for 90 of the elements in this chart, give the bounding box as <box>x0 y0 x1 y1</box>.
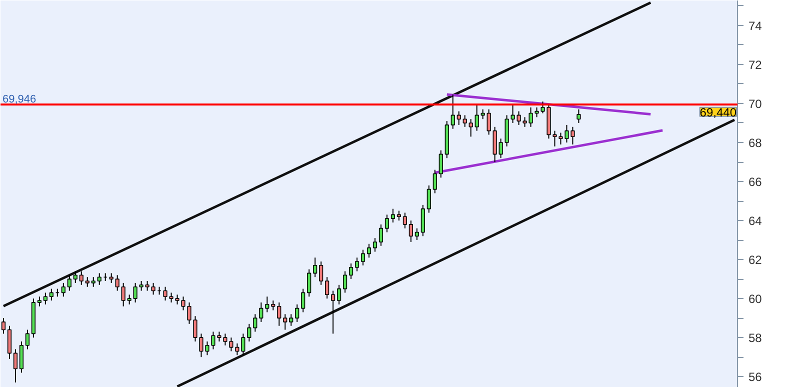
candlestick <box>480 108 485 120</box>
candlestick <box>325 276 330 300</box>
candlestick <box>85 276 90 288</box>
y-tick-label: 58 <box>748 331 762 346</box>
candlestick <box>313 257 318 278</box>
annotation: 69,440 <box>700 105 737 120</box>
y-tick-label: 60 <box>748 292 762 306</box>
candlestick <box>504 114 509 147</box>
candlestick <box>181 296 186 311</box>
candlestick <box>450 94 455 130</box>
candlestick <box>498 138 503 159</box>
candlestick <box>229 337 234 352</box>
candlestick <box>1 318 6 334</box>
candlestick <box>121 282 126 307</box>
y-tick-label: 66 <box>748 175 762 190</box>
candlestick <box>49 288 54 302</box>
y-tick-label: 74 <box>748 18 762 33</box>
candlestick <box>552 130 557 147</box>
y-tick-label: 68 <box>748 136 762 150</box>
candlestick <box>91 276 96 288</box>
candlestick <box>336 284 342 305</box>
candlestick <box>7 325 12 360</box>
y-tick-label: 56 <box>748 370 762 384</box>
candlestick <box>576 108 581 124</box>
candlestick <box>396 210 402 222</box>
candlestick <box>486 108 491 136</box>
candlestick <box>492 126 497 163</box>
y-tick-label: 72 <box>748 58 762 72</box>
candlestick <box>390 208 396 223</box>
candlestick <box>241 333 246 356</box>
candlestick <box>384 214 390 233</box>
candlestick <box>193 316 198 342</box>
y-tick-label: 62 <box>748 253 762 268</box>
candlestick <box>474 104 479 132</box>
candlestick <box>277 302 282 326</box>
y-tick-label: 64 <box>748 214 762 228</box>
candlestick <box>25 329 30 350</box>
candlestick <box>271 300 276 311</box>
candlestick <box>408 220 413 242</box>
candlestick <box>97 272 102 286</box>
candlestick <box>331 290 336 334</box>
candlestick <box>354 257 360 272</box>
candlestick <box>61 282 66 298</box>
candlestick <box>432 169 437 194</box>
candlestick <box>420 204 425 237</box>
candlestick <box>456 110 461 126</box>
candlestick <box>348 262 354 280</box>
candlestick <box>253 314 258 332</box>
candlestick <box>19 340 24 374</box>
candlestick <box>133 282 138 303</box>
candlestick <box>295 304 300 322</box>
candlestick <box>169 292 174 303</box>
candlestick <box>175 294 180 305</box>
candlestick <box>438 150 443 178</box>
candlestick <box>307 268 312 298</box>
candlestick <box>468 118 473 138</box>
candlestick <box>402 212 407 229</box>
candlestick <box>187 302 192 324</box>
candlestick <box>360 249 366 266</box>
candlestick <box>265 296 270 313</box>
candlestick <box>283 314 288 330</box>
y-tick-label: 70 <box>748 96 762 111</box>
candlestick <box>37 296 42 307</box>
candlestick <box>289 314 294 326</box>
candlestick <box>67 274 72 292</box>
candlestick <box>145 280 150 292</box>
candlestick <box>378 224 384 246</box>
candlestick <box>79 270 84 286</box>
candlestick <box>235 342 240 356</box>
candlestick <box>301 288 306 313</box>
candlestick <box>426 184 431 214</box>
candlestick <box>372 238 378 252</box>
candlestick <box>247 323 252 342</box>
candlestick <box>163 286 168 302</box>
candlestick <box>13 348 18 383</box>
candlestick <box>462 114 467 128</box>
candlestick <box>342 270 348 294</box>
candlestick <box>127 294 132 305</box>
ref-line-label: 69,946 <box>2 94 36 106</box>
candlestick <box>43 292 48 305</box>
candlestick <box>414 228 419 241</box>
candlestick <box>366 243 372 258</box>
candlestick <box>73 270 78 284</box>
candlestick <box>151 282 156 296</box>
candlestick <box>223 333 228 346</box>
candlestick <box>259 302 264 322</box>
candlestick <box>319 260 324 286</box>
candlestick <box>139 280 144 292</box>
candlestick <box>109 272 114 284</box>
candlestick <box>115 274 120 292</box>
